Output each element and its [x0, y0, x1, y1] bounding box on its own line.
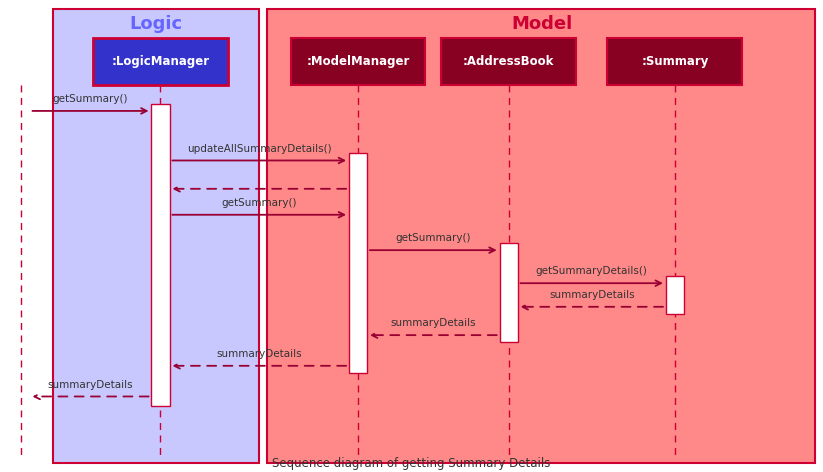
- Text: getSummary(): getSummary(): [53, 94, 128, 104]
- Text: :ModelManager: :ModelManager: [306, 55, 410, 68]
- Text: summaryDetails: summaryDetails: [216, 349, 302, 359]
- Bar: [93, 38, 228, 85]
- Text: getSummary(): getSummary(): [396, 233, 471, 244]
- Bar: [500, 243, 518, 342]
- Bar: [349, 153, 367, 373]
- Text: :AddressBook: :AddressBook: [463, 55, 555, 68]
- Bar: [267, 9, 815, 463]
- Text: Logic: Logic: [130, 15, 183, 33]
- Text: :Summary: :Summary: [641, 55, 709, 68]
- Text: :LogicManager: :LogicManager: [111, 55, 210, 68]
- Text: getSummary(): getSummary(): [221, 198, 297, 208]
- Bar: [607, 38, 742, 85]
- Text: Sequence diagram of getting Summary Details: Sequence diagram of getting Summary Deta…: [272, 456, 551, 470]
- Text: getSummaryDetails(): getSummaryDetails(): [536, 266, 648, 277]
- Text: updateAllSummaryDetails(): updateAllSummaryDetails(): [187, 143, 332, 154]
- Bar: [666, 276, 684, 314]
- Text: summaryDetails: summaryDetails: [390, 318, 477, 329]
- Text: summaryDetails: summaryDetails: [549, 290, 635, 300]
- Text: Model: Model: [511, 15, 572, 33]
- Text: summaryDetails: summaryDetails: [48, 379, 133, 390]
- Bar: [441, 38, 576, 85]
- Bar: [151, 104, 170, 406]
- Bar: [291, 38, 425, 85]
- Bar: [53, 9, 259, 463]
